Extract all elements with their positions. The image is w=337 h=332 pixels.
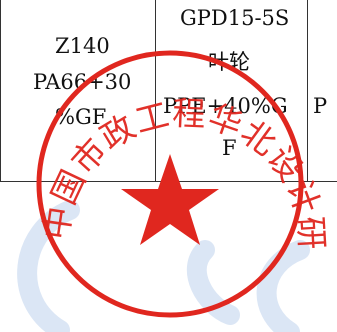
cell-col2-line2: 叶轮: [208, 50, 250, 74]
cell-col3-mid-fragment: P: [313, 94, 328, 118]
table-divider-col2: [307, 0, 308, 182]
table-divider-col1: [155, 0, 156, 182]
seal-star-icon: [121, 154, 219, 245]
cell-col1-line3: %GF: [55, 105, 107, 129]
seal-ring: [36, 50, 304, 318]
cell-col2-line4: F: [222, 136, 237, 160]
cell-col2-line3: PPE+40%G: [163, 94, 288, 118]
cell-col2-line1: GPD15-5S: [180, 6, 290, 30]
table-divider-left: [0, 0, 1, 182]
cell-col1-line1: Z140: [55, 34, 110, 58]
cell-col1-line2: PA66+30: [33, 70, 132, 94]
